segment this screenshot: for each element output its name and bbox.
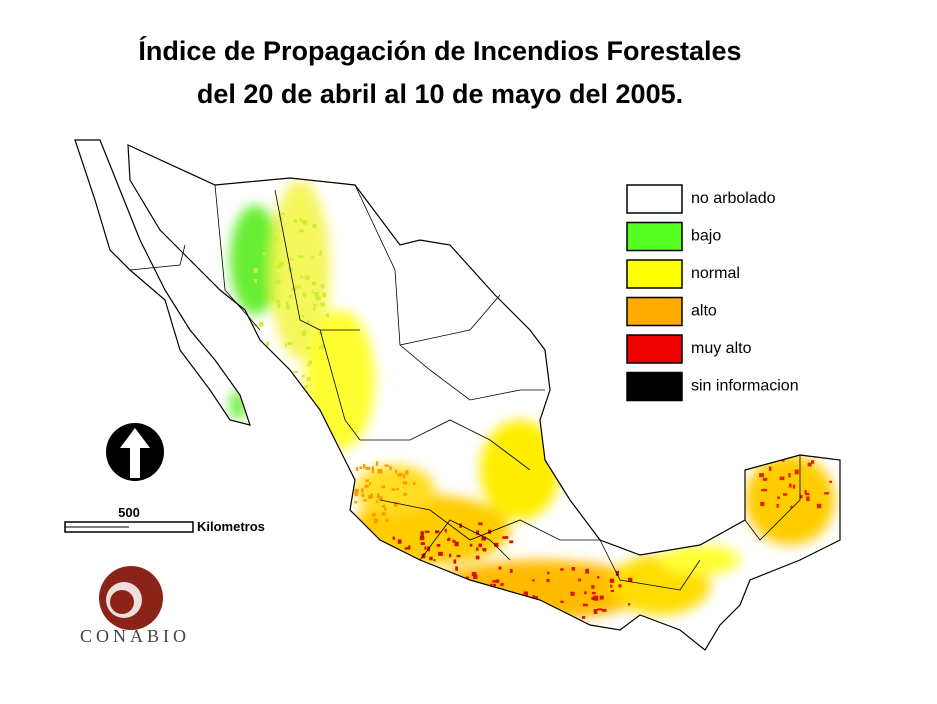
- north-arrow: [106, 423, 164, 481]
- legend-label: normal: [691, 265, 740, 282]
- legend-label: muy alto: [691, 340, 752, 357]
- legend-label: no arbolado: [691, 190, 776, 207]
- title: Índice de Propagación de Incendios Fores…: [138, 35, 741, 66]
- legend-label: sin informacion: [691, 378, 799, 395]
- legend-label: alto: [691, 303, 717, 320]
- subtitle: del 20 de abril al 10 de mayo del 2005.: [197, 79, 683, 109]
- legend-swatch: [626, 221, 683, 252]
- logo-text: CONABIO: [80, 626, 190, 646]
- legend-swatch: [626, 184, 683, 214]
- legend: no arbolado bajo normal alto muy alto sin inf…: [626, 184, 799, 402]
- legend-swatch: [626, 371, 683, 402]
- legend-swatch: [626, 259, 683, 289]
- scale-bar: 500 Kilometros: [64, 505, 265, 534]
- legend-label: bajo: [691, 228, 721, 245]
- legend-swatch: [626, 334, 683, 364]
- scale-unit: Kilometros: [197, 519, 265, 534]
- logo: CONABIO: [80, 566, 190, 646]
- legend-swatch: [626, 296, 683, 327]
- scale-value: 500: [118, 505, 140, 520]
